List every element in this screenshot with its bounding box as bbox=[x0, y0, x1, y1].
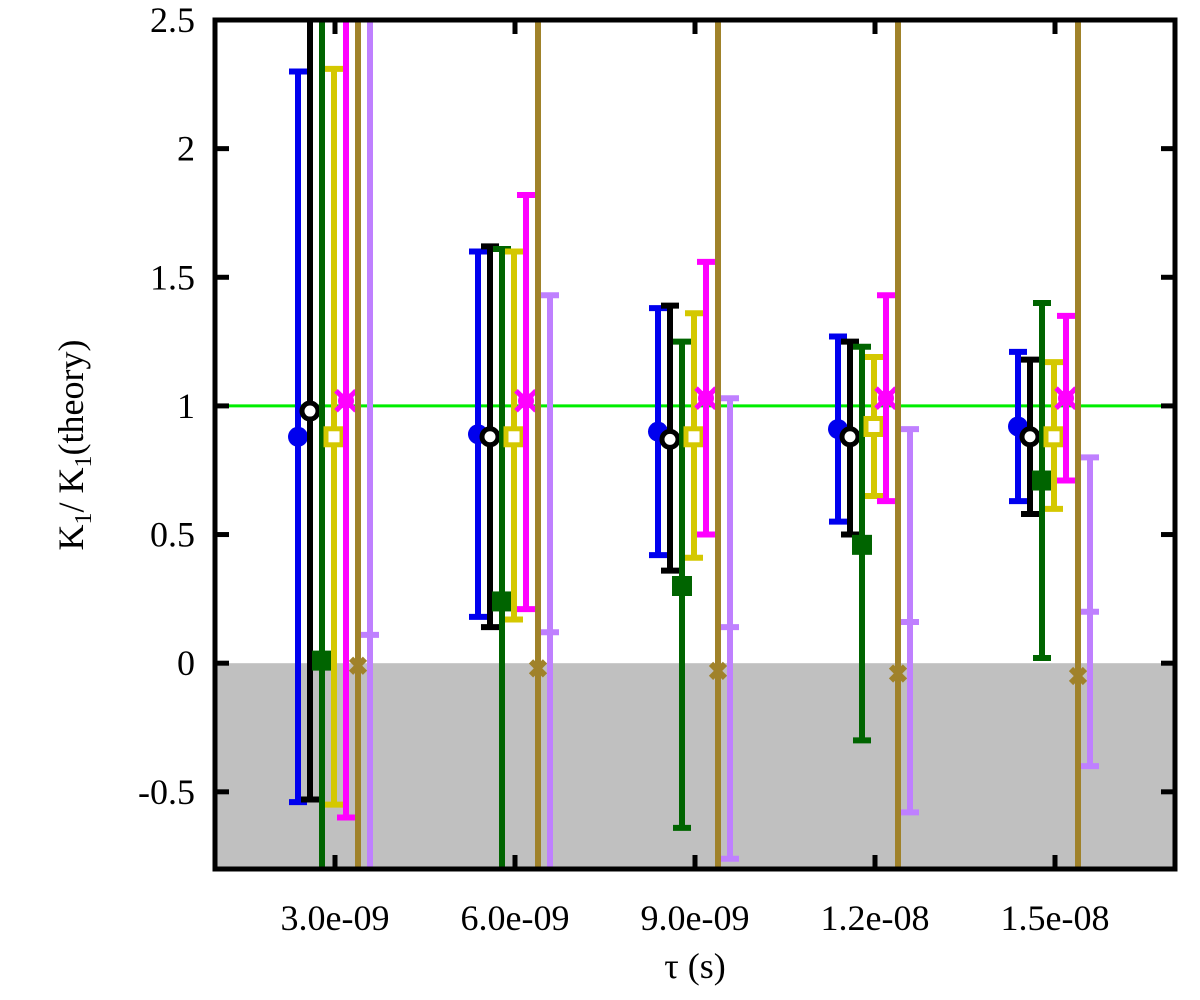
y-ticks: -0.5 0 0.5 1 1.5 2 2.5 bbox=[138, 0, 1175, 812]
marker-spike bbox=[694, 396, 708, 410]
series-1 bbox=[299, 20, 1041, 803]
x-tick-label: 9.0e-09 bbox=[641, 898, 750, 938]
marker-stroke bbox=[708, 661, 728, 681]
marker-spike bbox=[874, 396, 888, 410]
data-point bbox=[1068, 666, 1088, 686]
marker-spike bbox=[524, 398, 538, 413]
data-point bbox=[528, 659, 548, 678]
marker-stroke bbox=[528, 659, 548, 678]
data-point bbox=[852, 534, 872, 555]
series-6 bbox=[361, 20, 1099, 869]
plot-frame bbox=[212, 17, 1178, 872]
marker-spike bbox=[884, 396, 898, 410]
data-point bbox=[1032, 470, 1052, 491]
x-ticks: 3.0e-09 6.0e-09 9.0e-09 1.2e-08 1.5e-08 bbox=[281, 20, 1110, 938]
x-axis-label: τ (s) bbox=[664, 946, 725, 986]
marker-spike bbox=[514, 398, 528, 413]
y-tick-label: 1 bbox=[177, 386, 195, 426]
data-point bbox=[492, 591, 512, 612]
data-point bbox=[672, 576, 692, 596]
data-point bbox=[323, 426, 345, 448]
data-point bbox=[299, 400, 321, 422]
data-point bbox=[888, 664, 908, 683]
x-tick-label: 1.2e-08 bbox=[821, 898, 930, 938]
data-point bbox=[1043, 426, 1065, 448]
x-tick-label: 6.0e-09 bbox=[461, 898, 570, 938]
series-3 bbox=[323, 65, 1065, 808]
series-5 bbox=[348, 20, 1088, 869]
data-point bbox=[683, 426, 705, 448]
data-point bbox=[874, 386, 898, 410]
data-point bbox=[863, 415, 885, 437]
data-point bbox=[1054, 386, 1078, 410]
data-point bbox=[1019, 426, 1041, 448]
series-layer bbox=[288, 20, 1099, 869]
y-tick-label: 2.5 bbox=[150, 0, 195, 40]
data-point bbox=[479, 426, 501, 448]
x-tick-label: 1.5e-08 bbox=[1001, 898, 1110, 938]
y-axis-label: K1/ K1(theory) bbox=[51, 340, 97, 551]
y-tick-label: -0.5 bbox=[138, 772, 195, 812]
data-point bbox=[334, 388, 358, 413]
marker-stroke bbox=[888, 664, 908, 683]
data-point bbox=[708, 661, 728, 681]
y-tick-label: 0 bbox=[177, 643, 195, 683]
data-point bbox=[288, 426, 308, 447]
marker-spike bbox=[1064, 386, 1078, 400]
marker-stroke bbox=[348, 656, 368, 675]
series-2 bbox=[312, 20, 1052, 869]
data-point bbox=[659, 428, 681, 450]
data-point bbox=[312, 650, 332, 671]
marker-stroke bbox=[1068, 666, 1088, 686]
data-point bbox=[694, 386, 718, 410]
data-point bbox=[839, 426, 861, 448]
y-tick-label: 0.5 bbox=[150, 515, 195, 555]
negative-region bbox=[215, 663, 1175, 869]
x-tick-label: 3.0e-09 bbox=[281, 898, 390, 938]
marker-spike bbox=[1064, 396, 1078, 410]
y-tick-label: 2 bbox=[177, 129, 195, 169]
series-4 bbox=[334, 20, 1078, 821]
marker-spike bbox=[344, 398, 358, 413]
data-point bbox=[503, 426, 525, 448]
y-tick-label: 1.5 bbox=[150, 257, 195, 297]
data-point bbox=[514, 388, 538, 413]
data-point bbox=[348, 656, 368, 675]
marker-spike bbox=[704, 396, 718, 410]
